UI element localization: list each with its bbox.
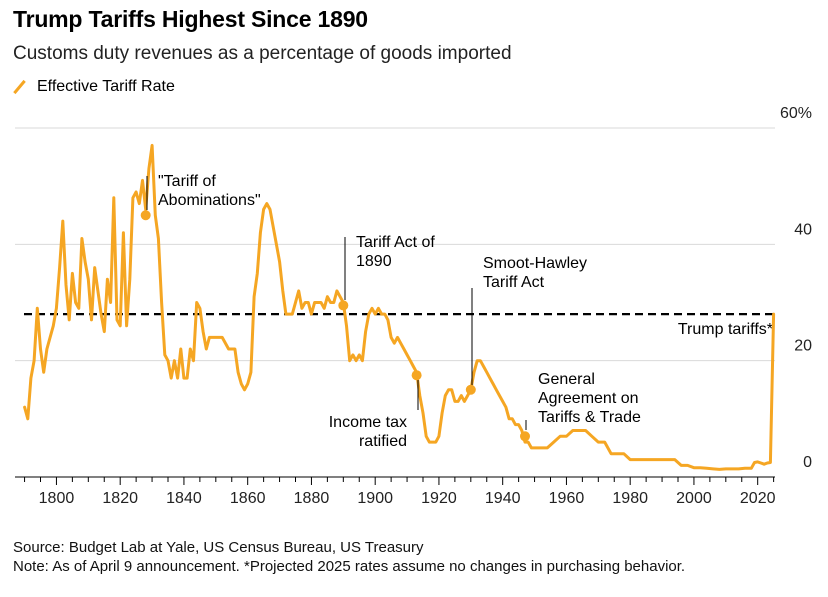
footnote: Note: As of April 9 announcement. *Proje… bbox=[13, 558, 686, 575]
annotation-marker bbox=[411, 370, 422, 381]
annotation-label: ratified bbox=[359, 433, 407, 450]
annotation-label: 1890 bbox=[356, 253, 392, 270]
annotation-label: Smoot-Hawley bbox=[483, 255, 587, 272]
x-tick-label: 1820 bbox=[102, 490, 138, 507]
y-tick-label: 60% bbox=[780, 105, 812, 122]
x-tick-label: 1860 bbox=[230, 490, 266, 507]
x-tick-label: 1960 bbox=[549, 490, 585, 507]
series-line bbox=[23, 143, 776, 471]
chart-title: Trump Tariffs Highest Since 1890 bbox=[13, 6, 368, 32]
annotation-label: Tariff Act bbox=[483, 274, 545, 291]
annotation-label: "Tariff of bbox=[158, 173, 216, 190]
annotation-marker bbox=[465, 384, 476, 395]
x-tick-label: 1980 bbox=[612, 490, 648, 507]
legend-label: Effective Tariff Rate bbox=[37, 78, 175, 95]
x-tick-label: 1800 bbox=[39, 490, 75, 507]
chart-footer: Source: Budget Lab at Yale, US Census Bu… bbox=[13, 538, 813, 576]
x-tick-label: 1940 bbox=[485, 490, 521, 507]
y-tick-label: 0 bbox=[803, 454, 812, 471]
x-tick-label: 1920 bbox=[421, 490, 457, 507]
annotation-marker bbox=[140, 210, 151, 221]
trump-tariffs-label: Trump tariffs* bbox=[678, 321, 773, 338]
legend-line-icon bbox=[13, 80, 27, 94]
annotation-label: General bbox=[538, 371, 595, 388]
x-tick-label: 1840 bbox=[166, 490, 202, 507]
annotation-label: Tariff Act of bbox=[356, 234, 435, 251]
annotation-label: Tariffs & Trade bbox=[538, 409, 641, 426]
annotation-marker bbox=[338, 300, 349, 311]
chart-subtitle: Customs duty revenues as a percentage of… bbox=[13, 43, 512, 64]
annotation-label: Abominations" bbox=[158, 192, 261, 209]
line-chart: 0 20 40 60% 1800 1820 1840 1860 1880 1900 1920 1940… bbox=[15, 105, 812, 507]
y-tick-label: 40 bbox=[794, 221, 812, 238]
source-note: Source: Budget Lab at Yale, US Census Bu… bbox=[13, 539, 424, 556]
annotation-label: Agreement on bbox=[538, 390, 639, 407]
x-tick-label: 2000 bbox=[676, 490, 712, 507]
legend: Effective Tariff Rate bbox=[13, 78, 175, 96]
x-tick-label: 2020 bbox=[740, 490, 776, 507]
x-tick-label: 1880 bbox=[294, 490, 330, 507]
annotation-marker bbox=[520, 431, 530, 442]
x-tick-label: 1900 bbox=[357, 490, 393, 507]
annotation-label: Income tax bbox=[329, 414, 407, 431]
y-tick-label: 20 bbox=[794, 338, 812, 355]
